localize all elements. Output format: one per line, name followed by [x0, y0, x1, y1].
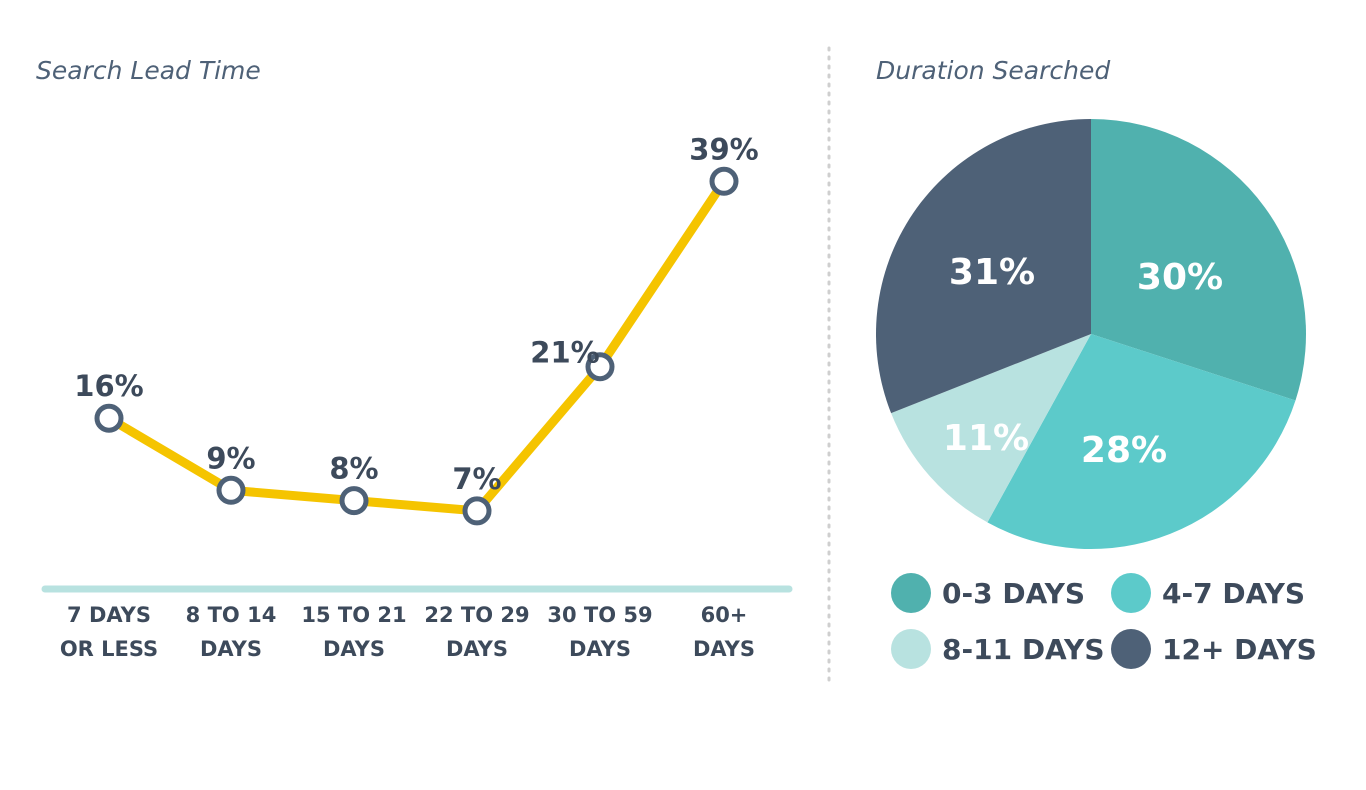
- pie-slice: [876, 119, 1091, 414]
- data-label: 16%: [74, 369, 143, 403]
- legend-label: 8-11 DAYS: [942, 633, 1105, 666]
- pie-slices: 30% 28% 11% 31%: [876, 119, 1306, 549]
- pie-slice: [1091, 119, 1306, 401]
- pie-chart: Duration Searched 30% 28% 11% 31% 0-3 DAYS 4…: [876, 56, 1317, 669]
- data-point-marker: [94, 403, 124, 433]
- pie-slice: [987, 334, 1296, 549]
- line-chart-title: Search Lead Time: [36, 56, 261, 85]
- legend-swatch: [891, 573, 931, 613]
- pie-chart-title: Duration Searched: [876, 56, 1110, 85]
- legend-label: 12+ DAYS: [1162, 633, 1317, 666]
- x-tick-label: DAYS: [200, 637, 262, 661]
- data-point-marker: [462, 496, 492, 526]
- series-line: [104, 176, 729, 516]
- x-tick-label: DAYS: [693, 637, 755, 661]
- data-label: 8%: [329, 452, 378, 486]
- data-point-marker: [216, 475, 246, 505]
- legend-item: 8-11 DAYS: [891, 629, 1105, 669]
- data-point-marker: [585, 352, 615, 382]
- data-label: 7%: [452, 462, 501, 496]
- x-tick-label: OR LESS: [60, 637, 158, 661]
- x-tick-label: DAYS: [323, 637, 385, 661]
- x-tick-label: 8 TO 14: [186, 603, 277, 627]
- x-tick-label: 15 TO 21: [301, 603, 406, 627]
- legend-label: 0-3 DAYS: [942, 577, 1085, 610]
- legend-swatch: [891, 629, 931, 669]
- legend-item: 0-3 DAYS: [891, 573, 1085, 613]
- data-label: 21%: [530, 336, 599, 370]
- data-label: 9%: [206, 441, 255, 475]
- data-label: 39%: [689, 132, 758, 166]
- pie-slice: [891, 334, 1091, 523]
- x-tick-label: DAYS: [569, 637, 631, 661]
- pie-slice-label: 30%: [1137, 257, 1223, 298]
- legend-swatch: [1111, 629, 1151, 669]
- line-series: 16% 9% 8% 7% 21% 39%: [74, 132, 759, 526]
- x-tick-label: 60+: [701, 603, 748, 627]
- x-axis-ticks: 7 DAYS OR LESS 8 TO 14 DAYS 15 TO 21 DAYS 22 T…: [60, 603, 755, 661]
- x-tick-label: 30 TO 59: [547, 603, 652, 627]
- data-point-marker: [709, 166, 739, 196]
- line-chart: Search Lead Time 16% 9% 8% 7% 21% 39% 7 DAYS O…: [36, 56, 793, 661]
- x-tick-label: DAYS: [446, 637, 508, 661]
- data-point-marker: [339, 486, 369, 516]
- legend-item: 12+ DAYS: [1111, 629, 1317, 669]
- pie-legend: 0-3 DAYS 4-7 DAYS 8-11 DAYS 12+ DAYS: [891, 573, 1317, 669]
- x-tick-label: 22 TO 29: [424, 603, 529, 627]
- x-tick-label: 7 DAYS: [67, 603, 151, 627]
- pie-slice-label: 28%: [1081, 430, 1167, 471]
- legend-swatch: [1111, 573, 1151, 613]
- legend-item: 4-7 DAYS: [1111, 573, 1305, 613]
- pie-slice-label: 11%: [943, 418, 1029, 459]
- legend-label: 4-7 DAYS: [1162, 577, 1305, 610]
- pie-slice-label: 31%: [949, 252, 1035, 293]
